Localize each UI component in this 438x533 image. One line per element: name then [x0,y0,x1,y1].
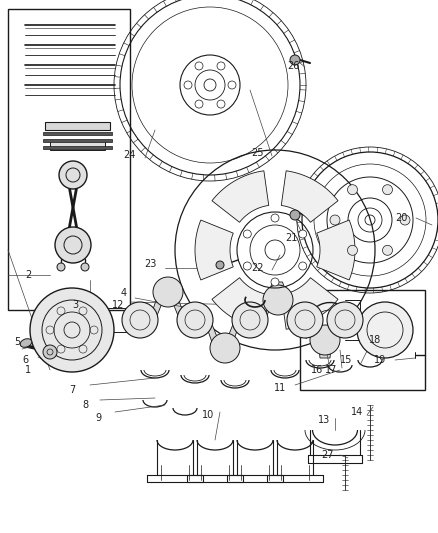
Text: 8: 8 [82,400,88,410]
Text: 25: 25 [252,148,264,158]
Circle shape [55,227,91,263]
Polygon shape [262,282,293,328]
Text: 6: 6 [22,355,28,365]
Text: 4: 4 [121,288,127,298]
Text: 15: 15 [340,355,352,365]
Text: 9: 9 [95,413,101,423]
Circle shape [81,263,89,271]
Polygon shape [43,139,112,142]
Circle shape [327,302,363,338]
Polygon shape [207,312,238,358]
Text: 17: 17 [325,365,337,375]
Circle shape [299,230,307,238]
Circle shape [210,333,240,363]
Circle shape [243,230,251,238]
Circle shape [290,55,300,65]
Ellipse shape [20,338,32,348]
Circle shape [59,161,87,189]
Circle shape [177,302,213,338]
Text: 18: 18 [369,335,381,345]
Text: 1: 1 [25,365,31,375]
Circle shape [382,245,392,255]
Polygon shape [317,220,355,280]
Polygon shape [317,312,333,358]
Circle shape [122,302,158,338]
Circle shape [347,185,357,195]
Circle shape [400,215,410,225]
Polygon shape [43,146,112,149]
Text: 23: 23 [144,259,156,269]
Text: 20: 20 [395,213,407,223]
Polygon shape [300,290,425,390]
Text: 10: 10 [202,410,214,420]
Text: 5: 5 [14,337,20,347]
Text: 13: 13 [318,415,330,425]
Circle shape [330,215,340,225]
Text: 3: 3 [72,300,78,310]
Polygon shape [195,220,233,280]
Polygon shape [8,9,130,310]
Polygon shape [50,140,105,150]
Circle shape [57,263,65,271]
Text: 12: 12 [112,300,124,310]
Text: 22: 22 [252,263,264,273]
Circle shape [357,302,413,358]
Text: 14: 14 [351,407,363,417]
Polygon shape [281,171,338,222]
Circle shape [287,302,323,338]
Text: 27: 27 [322,450,334,460]
Text: 2: 2 [25,270,31,280]
Polygon shape [45,122,110,130]
Text: 26: 26 [287,61,299,71]
Circle shape [347,245,357,255]
Text: 21: 21 [285,233,297,243]
Circle shape [271,214,279,222]
Circle shape [232,302,268,338]
Circle shape [43,345,57,359]
Circle shape [243,262,251,270]
Polygon shape [43,132,112,135]
Circle shape [299,262,307,270]
Circle shape [216,261,224,269]
Circle shape [382,185,392,195]
Polygon shape [212,171,269,222]
Text: 11: 11 [274,383,286,393]
Text: 16: 16 [311,365,323,375]
Circle shape [153,277,183,307]
Circle shape [290,210,300,220]
Polygon shape [212,278,269,329]
Circle shape [263,285,293,315]
Circle shape [271,278,279,286]
Circle shape [310,325,340,355]
Text: 24: 24 [123,150,135,160]
Text: 7: 7 [69,385,75,395]
Circle shape [30,288,114,372]
Text: 19: 19 [374,355,386,365]
Polygon shape [152,282,183,328]
Polygon shape [281,278,338,329]
